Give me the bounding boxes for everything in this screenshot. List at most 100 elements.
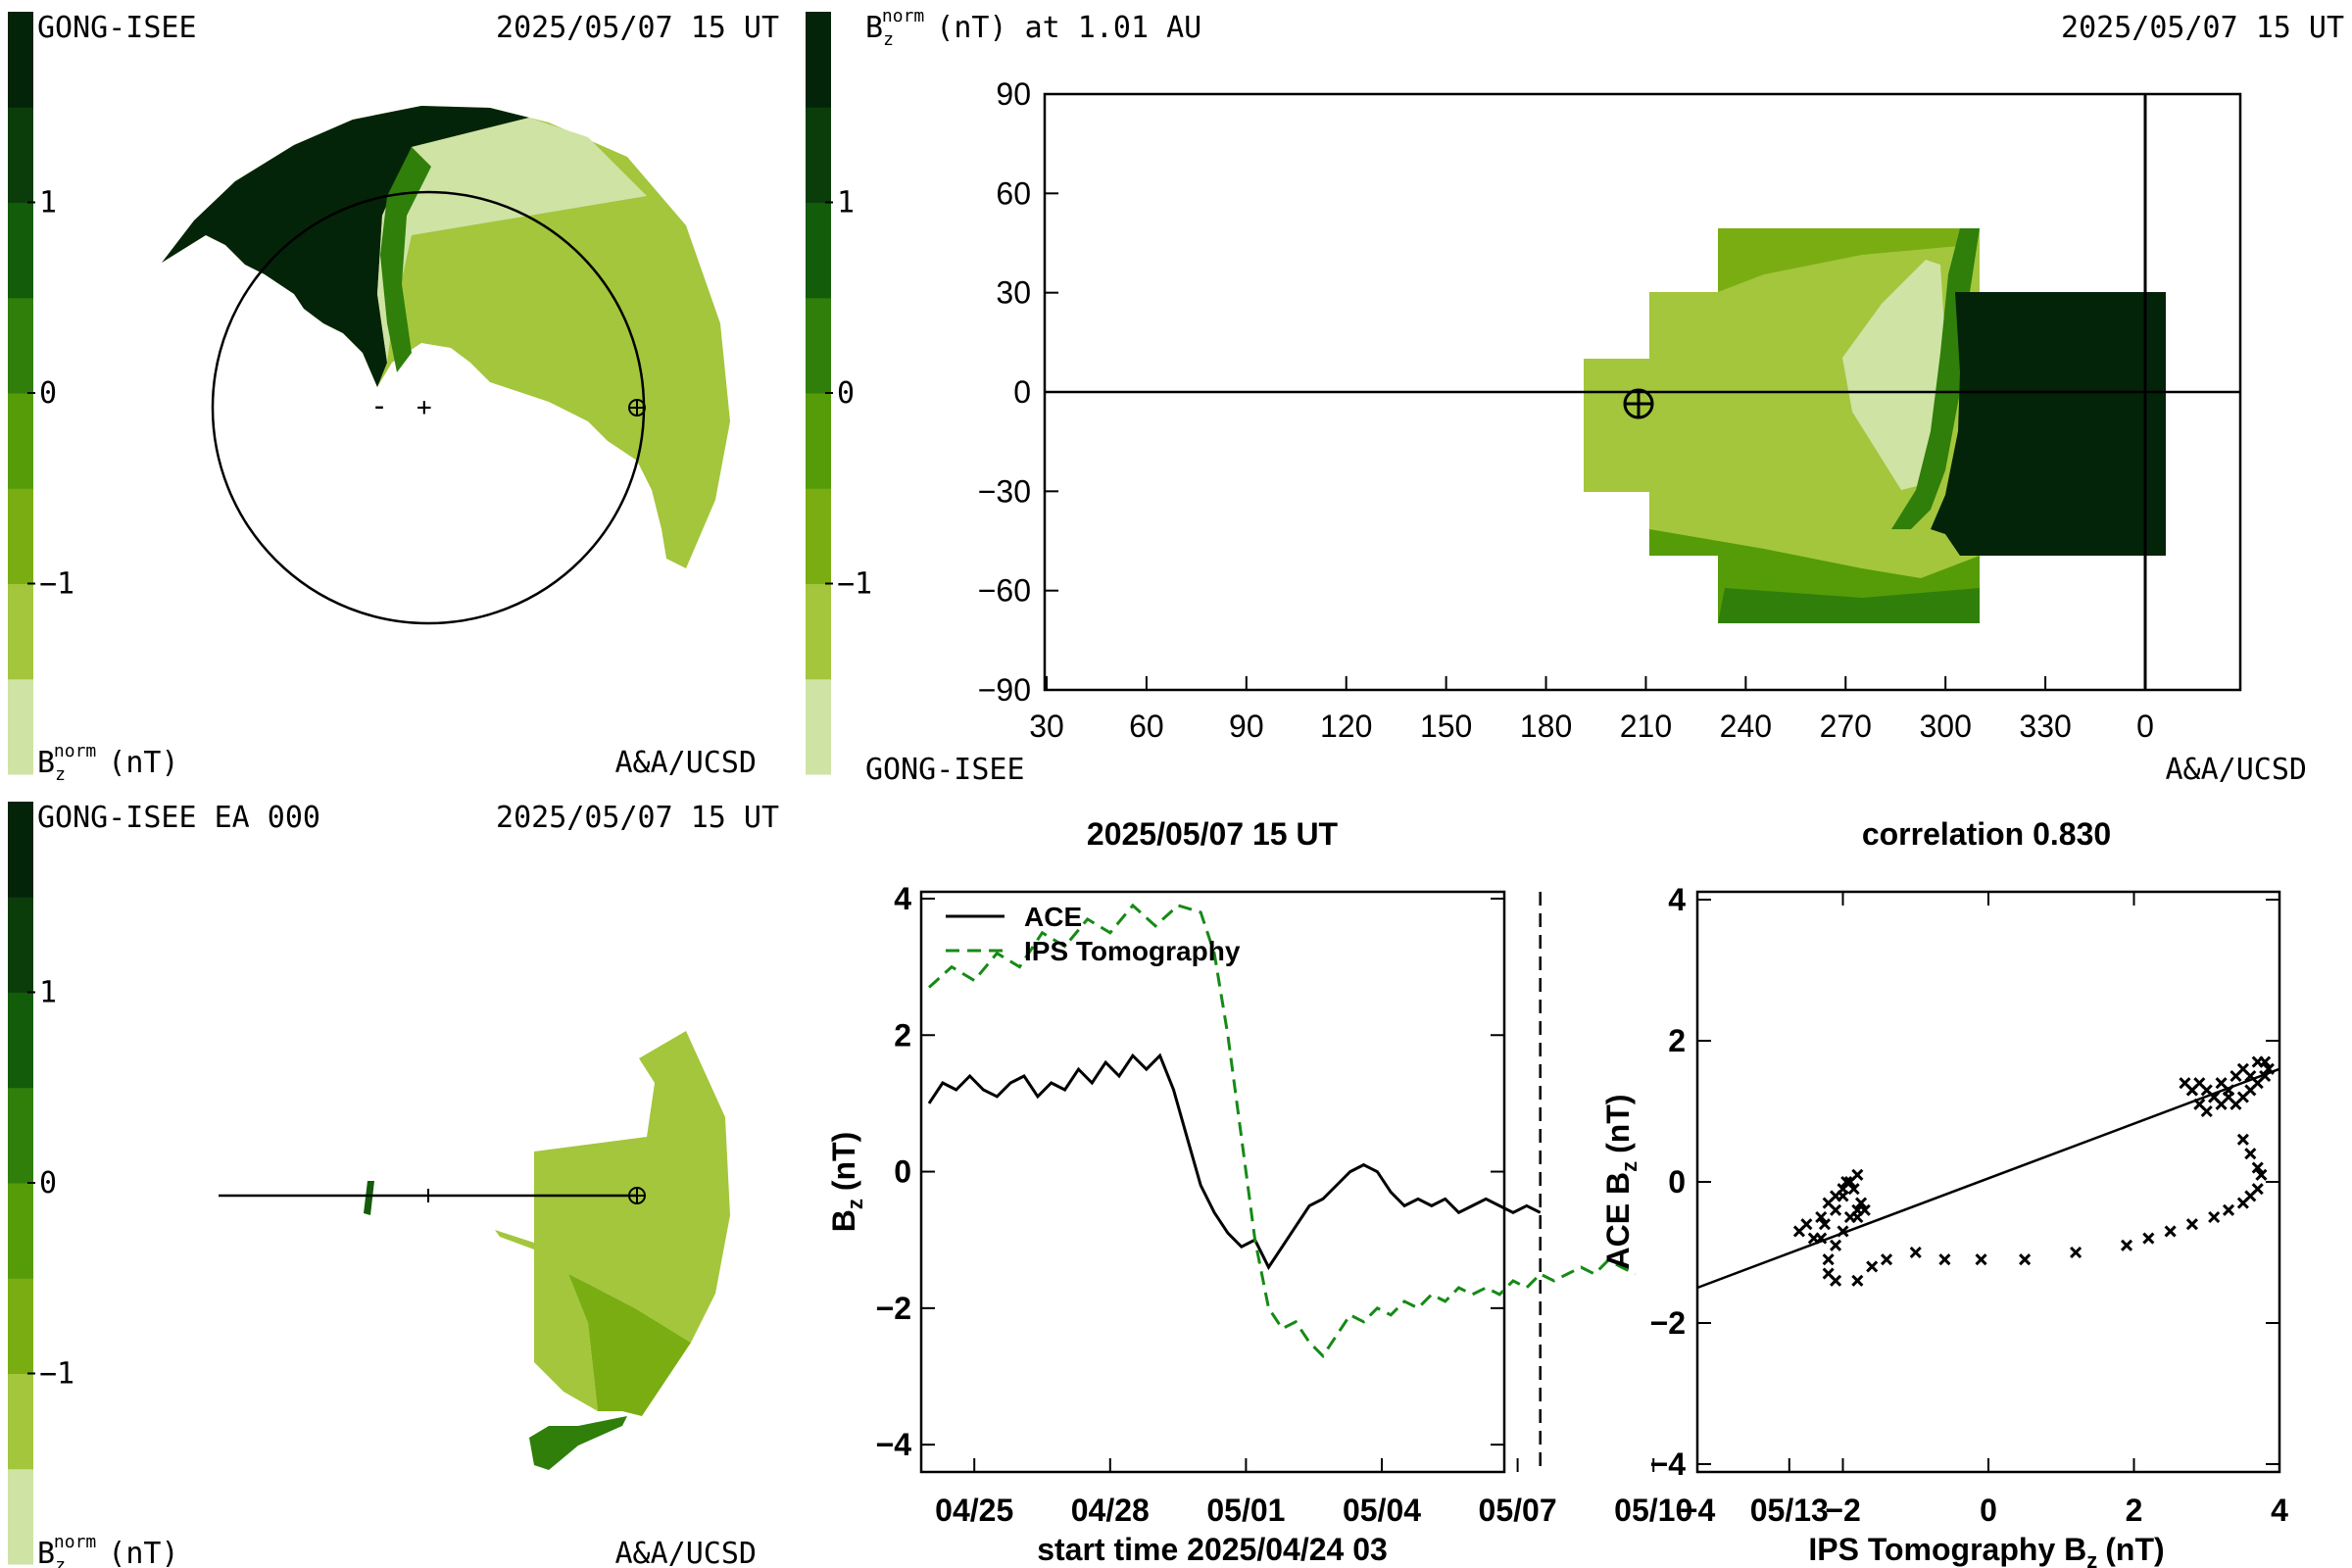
scatter-point (2251, 1183, 2264, 1196)
scatter-ylabel: ACE Bz(nT) (1600, 1095, 1642, 1270)
header-left-bottom-left: GONG-ISEE EA 000 (37, 801, 320, 835)
panel-scatter: correlation 0.830 −4 −2 0 2 4 4 2 0 −2 −4 IPS Tom… (1600, 816, 2288, 1568)
colorbar-segment (8, 678, 33, 775)
heatmap-region-pale (1842, 260, 1945, 490)
synoptic-x-tick-label: 270 (1820, 709, 1872, 744)
scatter-point (2259, 1055, 2272, 1068)
header-right-top-left: 2025/05/07 15 UT (496, 11, 779, 45)
colorbar-segment (8, 897, 33, 993)
synoptic-x-tick-label: 0 (2136, 709, 2154, 744)
scatter-points (1792, 1055, 2275, 1287)
svg-text:Bznorm(nT): Bznorm (nT) (37, 1532, 179, 1568)
scatter-y-tick-label: −4 (1650, 1446, 1687, 1482)
scatter-point (1830, 1239, 1842, 1251)
header-right-bottom-left: 2025/05/07 15 UT (496, 801, 779, 835)
timeseries-x-tick-label: 05/07 (1479, 1493, 1557, 1528)
colorbar-label-bottom-left: Bznorm (nT) (37, 1532, 179, 1568)
timeseries-y-tick-label: 4 (894, 881, 911, 916)
legend-label-ace: ACE (1024, 902, 1082, 932)
title-top-right: Bznorm (nT) at 1.01 AU (865, 6, 1201, 50)
synoptic-y-tick-label: 60 (996, 175, 1031, 211)
scatter-point (1975, 1253, 1987, 1266)
colorbar-ticks-top-left: 1 0 −1 (27, 186, 74, 602)
heatmap-region-south-deep (1718, 588, 1980, 623)
synoptic-x-tick-label: 120 (1320, 709, 1372, 744)
synoptic-y-tick-label: 90 (996, 76, 1031, 112)
scatter-point (1880, 1253, 1893, 1266)
scatter-point (2164, 1225, 2177, 1238)
timeseries-y-tick-label: −4 (876, 1427, 912, 1462)
colorbar-segment (806, 297, 831, 394)
series-ace-line (927, 1053, 1542, 1271)
synoptic-y-tick-label: −60 (978, 573, 1031, 609)
colorbar-tick-label: 1 (39, 186, 57, 220)
timeseries-ticks: 04/25 04/28 05/01 05/04 05/07 05/10 05/13 4 2 0 −2… (876, 881, 1829, 1528)
timeseries-x-tick-label: 04/28 (1071, 1493, 1150, 1528)
scatter-point (2208, 1091, 2221, 1103)
colorbar-segment (8, 12, 33, 108)
timeseries-y-tick-label: 0 (894, 1154, 911, 1190)
footer-left-top-right: GONG-ISEE (865, 753, 1025, 787)
scatter-point (2070, 1246, 2082, 1259)
sun-marker-bl (364, 1181, 374, 1215)
scatter-x-tick-label: −4 (1680, 1493, 1716, 1528)
panel-time-series: 2025/05/07 15 UT 04/25 04/28 05/01 05/04 05/… (826, 816, 1829, 1567)
colorbar-segment (806, 393, 831, 489)
timeseries-x-tick-label: 05/10 (1614, 1493, 1692, 1528)
scatter-point (1830, 1203, 1842, 1216)
colorbar-segment (806, 107, 831, 203)
colorbar-segment (8, 393, 33, 489)
scatter-frame (1695, 890, 2281, 1474)
colorbar-segment (8, 992, 33, 1089)
scatter-point (2255, 1168, 2268, 1181)
scatter-point (2019, 1253, 2032, 1266)
scatter-point (1830, 1274, 1842, 1287)
colorbar-segment (8, 1468, 33, 1565)
colorbar-tick-label: 1 (39, 976, 57, 1010)
colorbar-tick-label: −1 (39, 567, 74, 602)
colorbar-top-left (8, 12, 33, 775)
colorbar-segment (8, 1278, 33, 1374)
scatter-x-tick-label: 0 (1980, 1493, 1997, 1528)
timeseries-legend: ACE IPS Tomography (946, 902, 1241, 966)
wedge-region-deep-bl (529, 1416, 627, 1470)
series-ips-line (927, 903, 1637, 1358)
scatter-point (1851, 1168, 1864, 1181)
scatter-point (1837, 1190, 1849, 1202)
timeseries-x-tick-label: 05/13 (1750, 1493, 1829, 1528)
colorbar-tick-label: −1 (39, 1357, 74, 1392)
colorbar-tick-label: 0 (39, 376, 57, 411)
footer-right-bottom-left: A&A/UCSD (615, 1537, 758, 1568)
marker-minus: - (370, 389, 388, 423)
colorbar-ticks-bottom-left: 1 0 −1 (27, 976, 74, 1392)
scatter-point (1815, 1210, 1828, 1224)
colorbar-segment (806, 202, 831, 299)
scatter-title: correlation 0.830 (1862, 816, 2111, 852)
scatter-point (1855, 1197, 1868, 1209)
timeseries-x-tick-label: 05/01 (1206, 1493, 1285, 1528)
panel-bottom-left: 1 0 −1 GONG-ISEE EA 000 2025/05/07 15 UT B… (8, 801, 779, 1568)
synoptic-x-tick-label: 150 (1420, 709, 1472, 744)
synoptic-x-tick-label: 300 (1919, 709, 1971, 744)
scatter-point (2142, 1232, 2155, 1245)
colorbar-tick-label: 0 (39, 1166, 57, 1200)
scatter-point (1858, 1203, 1871, 1216)
scatter-point (1938, 1253, 1951, 1266)
synoptic-y-ticks: 90 60 30 0 −30 −60 −90 (978, 76, 1058, 708)
wedge-region-mid-bl (568, 1274, 691, 1416)
scatter-point (2193, 1098, 2206, 1110)
wedge-region-dark (162, 106, 529, 387)
panel-top-left: 1 0 −1 GONG-ISEE 2025/05/07 15 UT - + Bzno… (8, 11, 779, 785)
colorbar-label-top-left: Bznorm (nT) (37, 741, 179, 785)
colorbar-segment (806, 583, 831, 680)
synoptic-x-tick-label: 240 (1720, 709, 1772, 744)
synoptic-x-tick-label: 210 (1620, 709, 1672, 744)
colorbar-segment (8, 802, 33, 898)
colorbar-segment (8, 1087, 33, 1184)
timeseries-x-tick-label: 04/25 (935, 1493, 1013, 1528)
wedge-region-pale (377, 118, 647, 363)
polar-map-bottom-left (219, 1031, 730, 1470)
timeseries-title: 2025/05/07 15 UT (1087, 816, 1339, 852)
regression-line (1696, 1067, 2280, 1290)
heatmap-region-dark (1931, 292, 2166, 556)
